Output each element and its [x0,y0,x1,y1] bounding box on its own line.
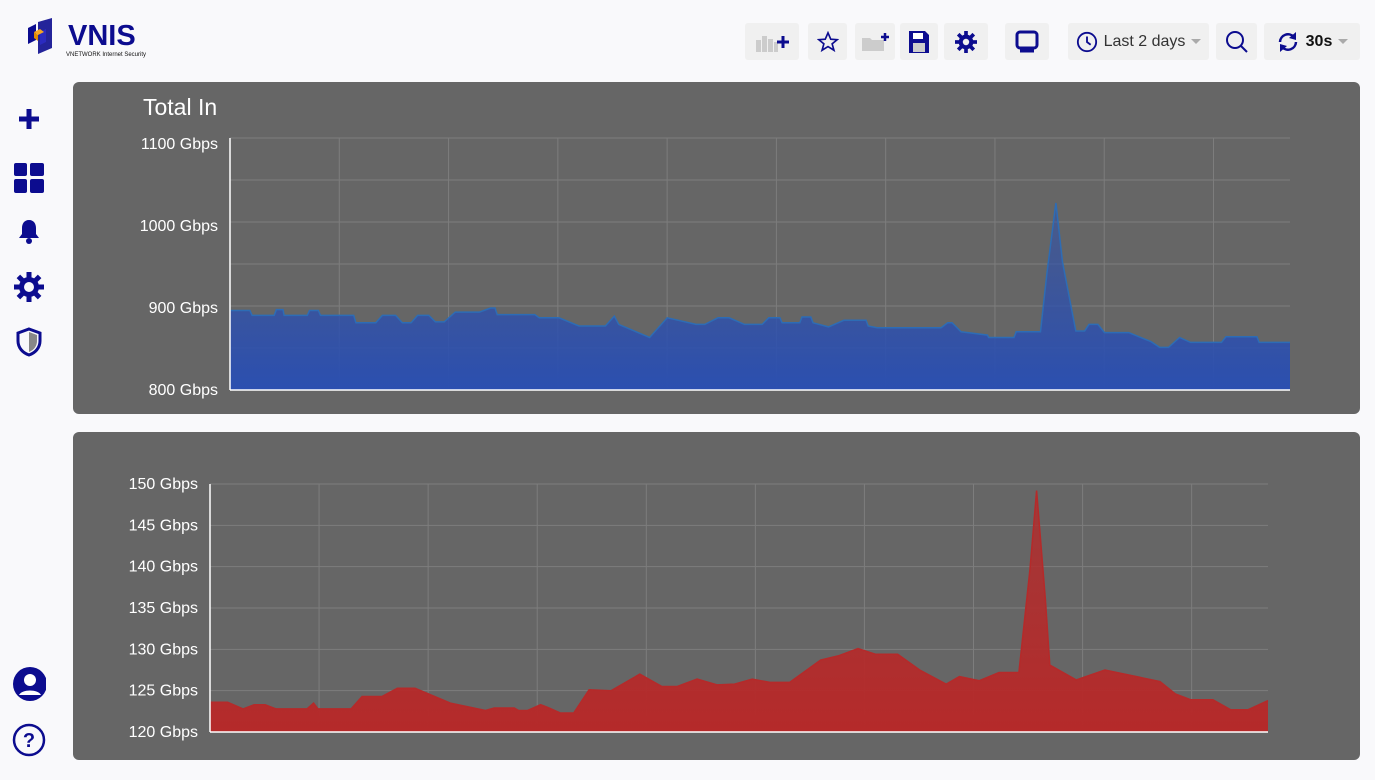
plus-icon [19,109,39,129]
gear-icon [14,272,44,302]
traffic-chart[interactable]: 120 Gbps 125 Gbps 130 Gbps 135 Gbps 140 Gbps… [73,432,1360,760]
y-tick-label: 135 Gbps [129,600,198,617]
series-area [210,490,1268,732]
sidebar-item-create[interactable] [12,102,46,136]
dashboard-icon [14,163,44,193]
shield-icon [16,327,42,357]
add-folder-icon [862,32,889,51]
add-panel-icon [756,35,789,52]
add-folder-button[interactable] [855,23,895,60]
series-line [230,202,1290,349]
time-range-label: Last 2 days [1103,32,1186,50]
y-tick-label: 120 Gbps [129,724,198,741]
help-icon: ? [12,723,46,757]
view-mode-button[interactable] [1005,23,1049,60]
total-in-chart[interactable]: 800 Gbps 900 Gbps 1000 Gbps 1100 Gbps [73,82,1360,414]
chevron-down-icon [1191,39,1202,44]
star-button[interactable] [808,23,847,60]
zoom-out-button[interactable] [1216,23,1257,60]
sidebar-item-help[interactable]: ? [12,723,46,757]
panel-total-in: Total In 800 Gbps 900 Gbps 1000 Gbps 1100 G… [73,82,1360,414]
y-tick-label: 125 Gbps [129,683,198,700]
clock-icon [1076,31,1097,52]
y-tick-label: 130 Gbps [129,641,198,658]
y-tick-label: 1100 Gbps [141,136,218,153]
save-icon [909,30,929,53]
bell-icon [19,220,39,244]
series-area [230,203,1290,390]
chevron-down-icon [1338,39,1349,44]
save-button[interactable] [900,23,938,60]
sidebar-item-configuration[interactable] [12,270,46,304]
time-range-picker[interactable]: Last 2 days [1068,23,1209,60]
logo-mark-icon [28,18,52,54]
monitor-icon [1015,30,1039,52]
settings-button[interactable] [944,23,988,60]
refresh-icon [1278,31,1297,52]
sidebar-item-dashboards[interactable] [12,161,46,195]
panel-total-out: 120 Gbps 125 Gbps 130 Gbps 135 Gbps 140 Gbps… [73,432,1360,760]
user-icon [13,667,46,701]
y-tick-label: 150 Gbps [129,476,198,493]
y-tick-label: 140 Gbps [129,559,198,576]
panel-title: Total In [143,94,218,120]
svg-text:?: ? [23,730,35,752]
vnis-logo[interactable]: VNIS VNETWORK Internet Security [26,18,156,60]
gear-icon [955,30,977,53]
add-panel-button[interactable] [745,23,799,60]
sidebar-item-alerting[interactable] [12,214,46,248]
series-line [210,490,1269,714]
y-tick-label: 1000 Gbps [140,218,218,235]
star-icon [816,30,839,52]
sidebar-item-profile[interactable] [12,667,46,701]
refresh-picker[interactable]: 30s [1264,23,1360,60]
y-tick-label: 900 Gbps [149,300,218,317]
sidebar-item-admin[interactable] [12,325,46,359]
y-tick-label: 800 Gbps [149,382,218,399]
search-icon [1225,30,1248,53]
refresh-interval: 30s [1305,32,1333,50]
y-tick-label: 145 Gbps [129,517,198,534]
